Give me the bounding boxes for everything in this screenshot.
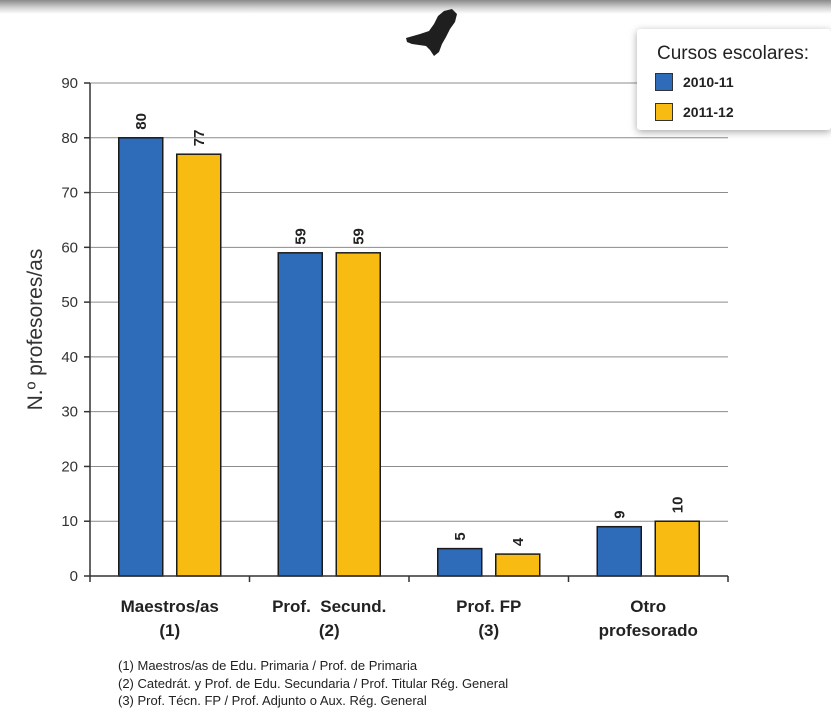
category-label: profesorado bbox=[599, 621, 698, 640]
y-tick-label: 80 bbox=[61, 130, 78, 147]
bar bbox=[277, 252, 323, 577]
y-tick-label: 70 bbox=[61, 185, 78, 202]
footnotes: (1) Maestros/as de Edu. Primaria / Prof.… bbox=[118, 657, 508, 710]
bar bbox=[495, 553, 541, 577]
bar-value-label: 59 bbox=[350, 228, 367, 245]
bar bbox=[176, 153, 222, 577]
footnote: (3) Prof. Técn. FP / Prof. Adjunto o Aux… bbox=[118, 693, 427, 708]
category-label: (2) bbox=[319, 621, 340, 640]
category-label: Prof. Secund. bbox=[272, 597, 386, 616]
category-label: (3) bbox=[478, 621, 499, 640]
footnote: (1) Maestros/as de Edu. Primaria / Prof.… bbox=[118, 658, 418, 673]
y-tick-label: 30 bbox=[61, 404, 78, 421]
y-axis-title: N.º profesores/as bbox=[24, 249, 47, 411]
footnote: (2) Catedrát. y Prof. de Edu. Secundaria… bbox=[118, 675, 509, 691]
category-label: Maestros/as bbox=[121, 597, 219, 616]
bar-value-label: 4 bbox=[510, 537, 527, 546]
bar-value-label: 59 bbox=[292, 228, 309, 245]
bar bbox=[335, 252, 381, 577]
bar bbox=[596, 525, 642, 577]
legend-label: 2010-11 bbox=[683, 74, 734, 90]
y-tick-label: 40 bbox=[61, 349, 78, 366]
bar-value-label: 10 bbox=[669, 497, 686, 514]
legend: Cursos escolares: 2010-11 2011-12 bbox=[637, 29, 831, 130]
y-tick-label: 50 bbox=[61, 294, 78, 311]
legend-title: Cursos escolares: bbox=[657, 43, 810, 64]
legend-swatch bbox=[655, 103, 673, 121]
bar bbox=[437, 547, 483, 577]
bar-value-label: 5 bbox=[452, 532, 469, 540]
category-label: Prof. FP bbox=[456, 597, 521, 616]
y-tick-label: 60 bbox=[61, 239, 78, 256]
legend-label: 2011-12 bbox=[683, 104, 734, 120]
bar bbox=[118, 137, 164, 577]
island-map-icon bbox=[406, 9, 457, 56]
category-label: (1) bbox=[159, 621, 180, 640]
bar bbox=[654, 520, 700, 577]
category-label: Otro bbox=[630, 597, 666, 616]
bar-chart: 0 10 20 30 40 50 60 70 80 90 N.º profesores/as 80 77… bbox=[24, 75, 729, 640]
y-tick-label: 10 bbox=[61, 513, 78, 530]
bar-value-label: 9 bbox=[611, 510, 628, 518]
bar-value-label: 80 bbox=[133, 113, 150, 130]
bar-value-label: 77 bbox=[191, 130, 208, 147]
legend-swatch bbox=[655, 73, 673, 91]
y-tick-label: 90 bbox=[61, 75, 78, 92]
y-tick-label: 0 bbox=[70, 568, 78, 585]
y-tick-label: 20 bbox=[61, 458, 78, 475]
top-border-band bbox=[0, 0, 831, 14]
